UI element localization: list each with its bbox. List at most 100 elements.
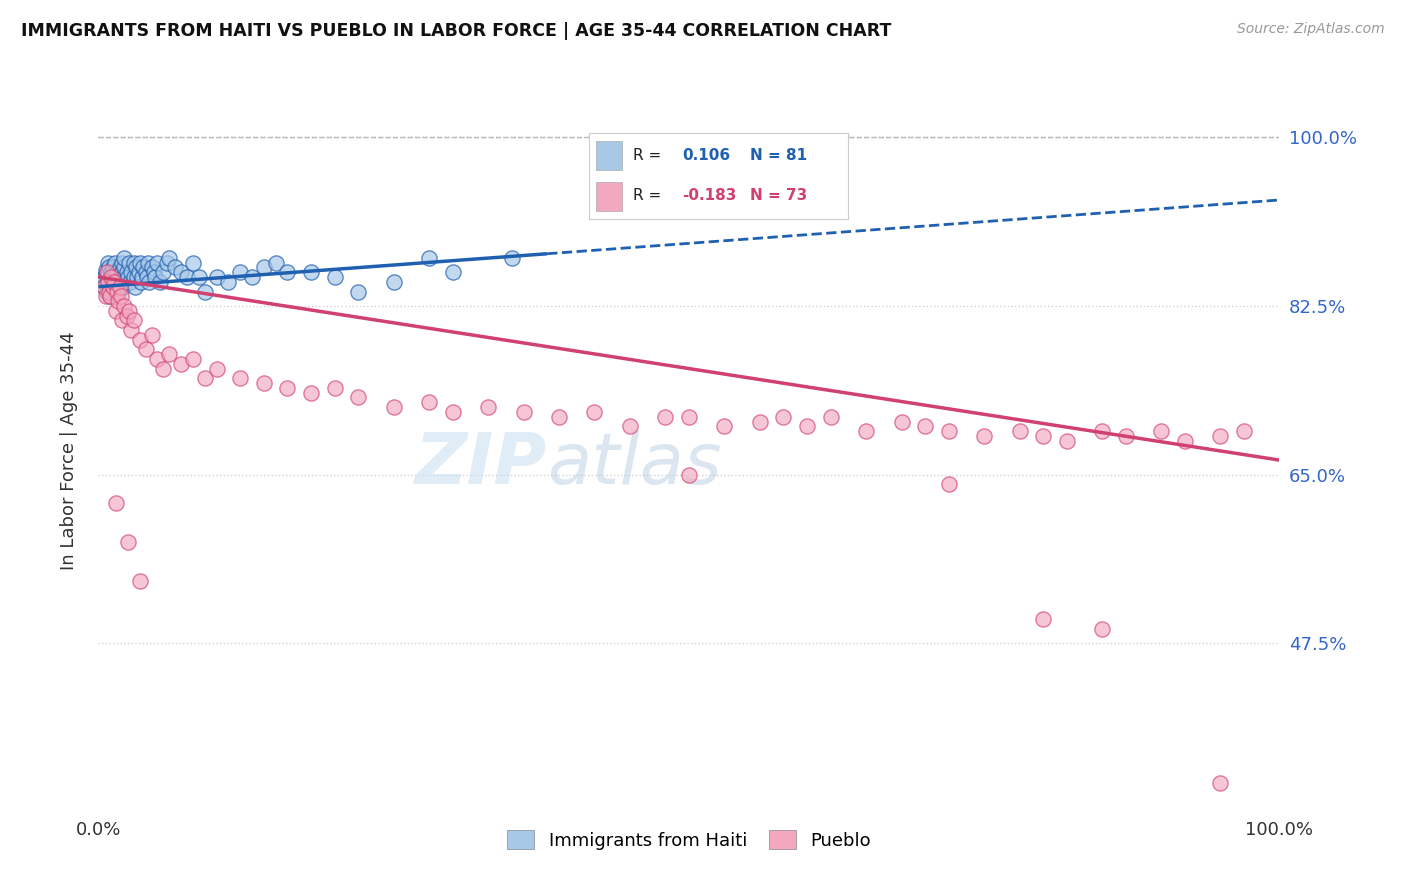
Point: [299, 265, 322, 279]
Point: [120, 275, 142, 289]
Point: [713, 419, 735, 434]
Point: [94, 267, 117, 281]
Point: [121, 265, 143, 279]
Point: [890, 415, 912, 429]
Point: [323, 270, 346, 285]
Point: [108, 260, 131, 275]
Point: [94, 289, 117, 303]
Point: [347, 391, 370, 405]
Point: [101, 279, 124, 293]
Point: [678, 467, 700, 482]
Point: [118, 303, 141, 318]
Point: [93, 270, 115, 285]
Point: [138, 275, 160, 289]
Point: [98, 260, 121, 275]
Point: [100, 265, 122, 279]
Point: [820, 409, 842, 424]
Text: 0.106: 0.106: [682, 147, 730, 162]
Point: [477, 400, 499, 414]
Point: [105, 285, 128, 299]
Text: atlas: atlas: [547, 431, 721, 500]
Point: [117, 270, 139, 285]
Point: [108, 279, 131, 293]
Point: [128, 265, 150, 279]
Text: IMMIGRANTS FROM HAITI VS PUEBLO IN LABOR FORCE | AGE 35-44 CORRELATION CHART: IMMIGRANTS FROM HAITI VS PUEBLO IN LABOR…: [21, 22, 891, 40]
Point: [93, 279, 115, 293]
Point: [128, 255, 150, 269]
Point: [129, 275, 152, 289]
Point: [205, 270, 228, 285]
Point: [124, 279, 146, 293]
Point: [104, 270, 127, 285]
Point: [111, 265, 134, 279]
Point: [748, 415, 770, 429]
Point: [125, 260, 148, 275]
Point: [115, 265, 138, 279]
Point: [105, 275, 128, 289]
Point: [264, 255, 287, 269]
Point: [165, 260, 187, 275]
Point: [105, 279, 128, 293]
Point: [96, 275, 118, 289]
Point: [112, 260, 135, 275]
Point: [96, 285, 118, 299]
Point: [441, 265, 464, 279]
Point: [1032, 612, 1054, 626]
Point: [107, 294, 129, 309]
Point: [103, 275, 125, 289]
Point: [1008, 424, 1031, 438]
Point: [128, 574, 150, 588]
Point: [98, 285, 121, 299]
Point: [121, 323, 143, 337]
Point: [94, 263, 117, 277]
Point: [135, 270, 157, 285]
Point: [170, 357, 193, 371]
Point: [132, 260, 155, 275]
Point: [1150, 424, 1173, 438]
Point: [914, 419, 936, 434]
Point: [131, 270, 153, 285]
Point: [583, 405, 606, 419]
Point: [512, 405, 534, 419]
Point: [122, 313, 145, 327]
Text: N = 81: N = 81: [749, 147, 807, 162]
Point: [938, 477, 960, 491]
Point: [98, 289, 121, 303]
Point: [1209, 776, 1232, 790]
Point: [1115, 429, 1137, 443]
Point: [103, 275, 125, 289]
Point: [104, 255, 127, 269]
Text: N = 73: N = 73: [749, 188, 807, 203]
Point: [122, 255, 145, 269]
Point: [548, 409, 571, 424]
Point: [135, 265, 157, 279]
Text: -0.183: -0.183: [682, 188, 737, 203]
Point: [170, 265, 193, 279]
Point: [441, 405, 464, 419]
Point: [194, 285, 217, 299]
Point: [111, 255, 134, 269]
Point: [128, 333, 150, 347]
Point: [98, 279, 121, 293]
Point: [97, 255, 120, 269]
Point: [1091, 622, 1114, 636]
Point: [127, 270, 149, 285]
Point: [276, 265, 298, 279]
Point: [105, 496, 128, 510]
FancyBboxPatch shape: [596, 141, 623, 169]
Point: [111, 313, 134, 327]
Point: [103, 285, 125, 299]
Point: [181, 351, 204, 366]
Point: [619, 419, 641, 434]
Point: [253, 260, 276, 275]
Point: [501, 251, 523, 265]
Point: [98, 289, 121, 303]
Point: [253, 376, 276, 390]
Point: [1233, 424, 1256, 438]
Point: [229, 265, 252, 279]
Point: [772, 409, 794, 424]
Point: [108, 270, 131, 285]
Point: [855, 424, 877, 438]
Point: [107, 285, 129, 299]
Point: [146, 255, 169, 269]
